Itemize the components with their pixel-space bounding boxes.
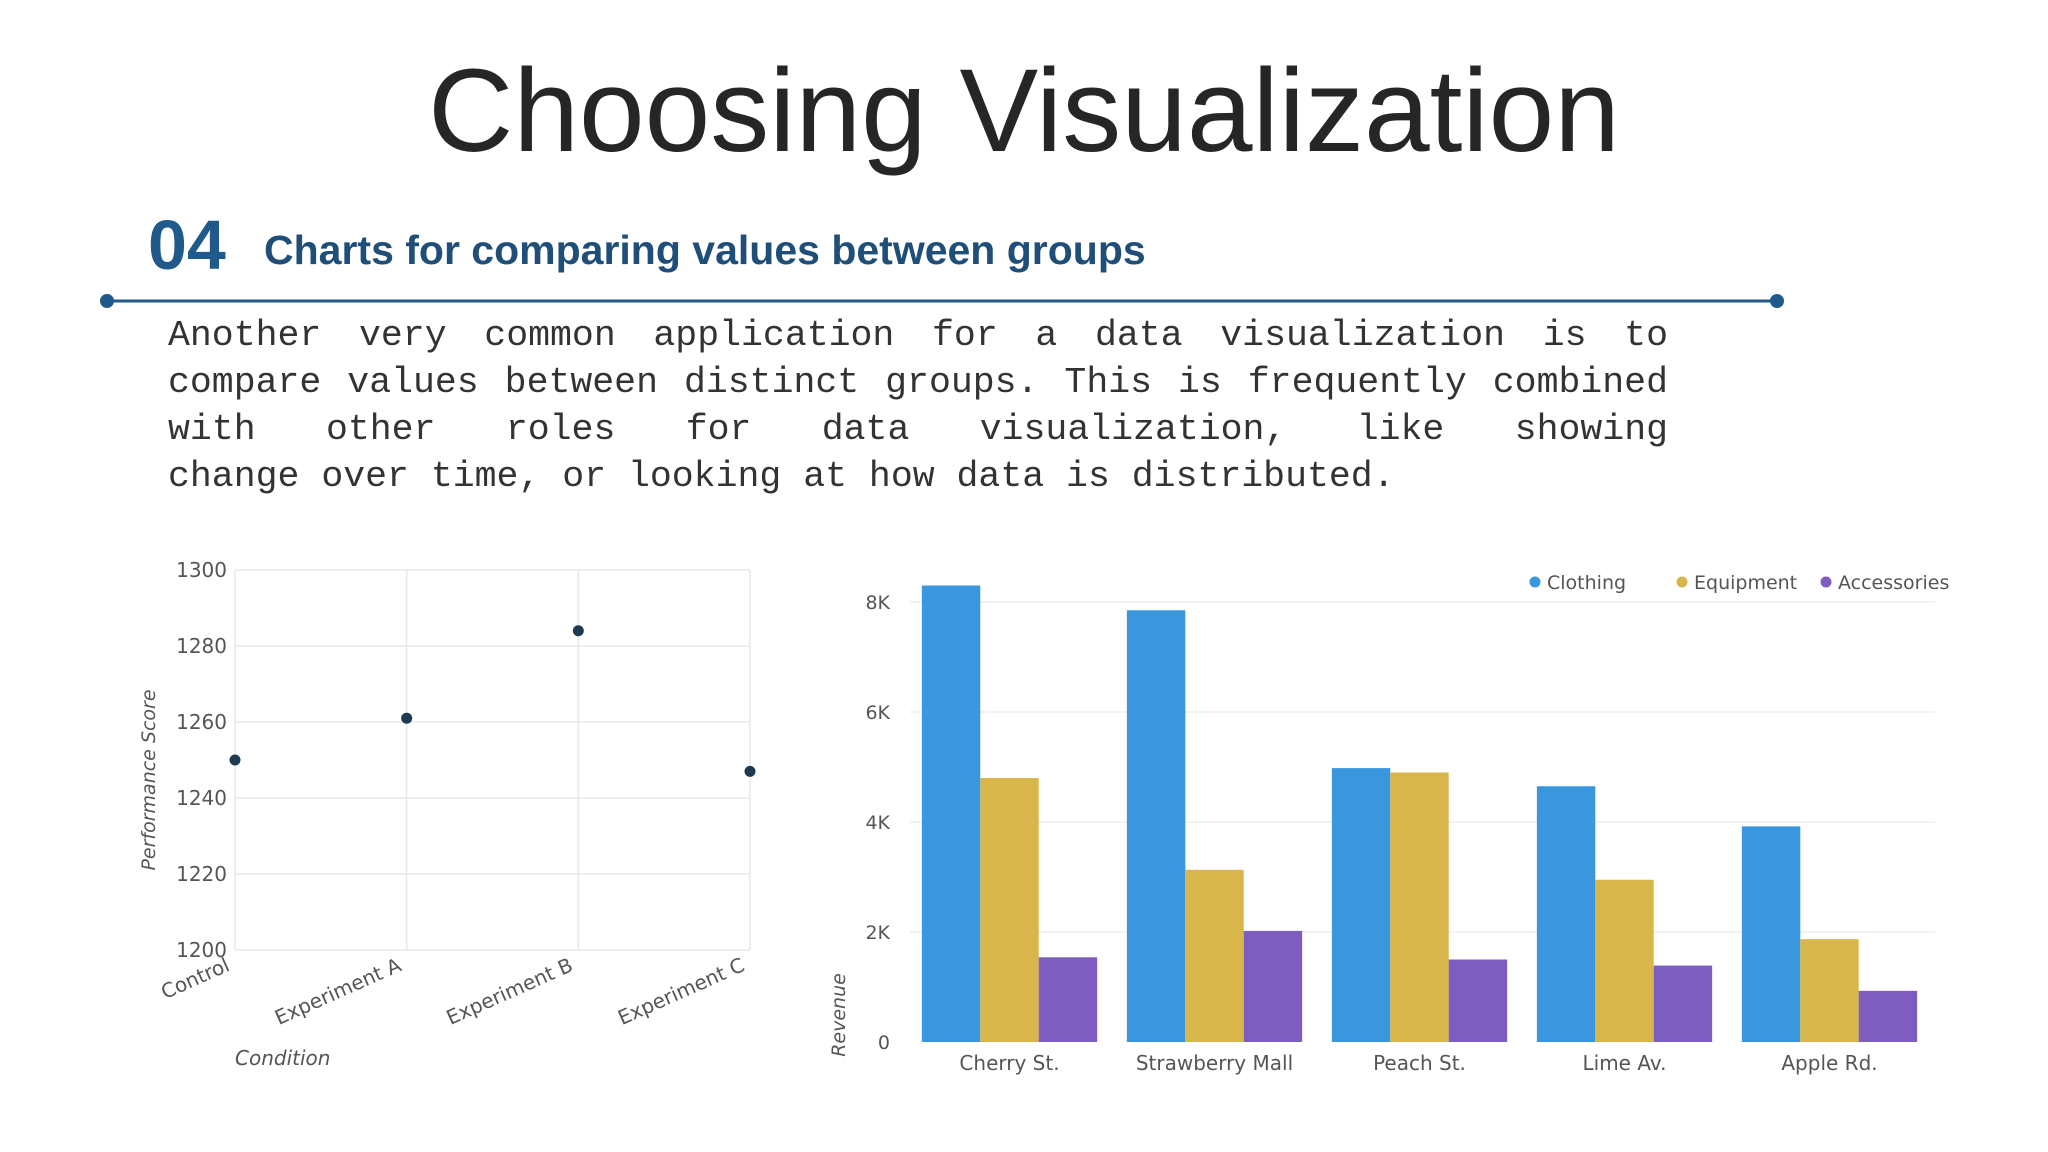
y-tick-label: 6K — [865, 702, 890, 724]
x-tick-label: Apple Rd. — [1781, 1051, 1877, 1075]
y-axis-title: Revenue — [828, 973, 850, 1057]
x-tick-label: Experiment C — [614, 953, 748, 1030]
legend-label: Equipment — [1694, 572, 1797, 594]
section-divider — [100, 294, 1784, 308]
bar-chart: 8K 6K 4K 2K 0 Cherry St. Strawberry Mall Peach … — [828, 572, 1949, 1075]
bar-equipment — [1390, 772, 1449, 1042]
y-tick-label: 0 — [878, 1032, 890, 1054]
section-number: 04 — [148, 206, 226, 284]
x-tick-label: Experiment B — [443, 953, 577, 1030]
bar-equipment — [1595, 879, 1654, 1042]
x-axis-title: Condition — [235, 1046, 330, 1070]
section-title: Charts for comparing values between grou… — [264, 227, 1146, 273]
bar-accessories — [1448, 959, 1508, 1042]
bar-clothing — [1536, 786, 1596, 1042]
data-point — [229, 754, 241, 766]
x-tick-label: Cherry St. — [959, 1051, 1059, 1075]
y-tick-label: 8K — [865, 592, 890, 614]
y-tick-label: 1260 — [176, 710, 227, 734]
legend-label: Clothing — [1547, 572, 1626, 594]
bar-clothing — [1331, 768, 1391, 1042]
data-point — [572, 625, 584, 637]
data-point — [744, 765, 756, 777]
x-tick-label: Strawberry Mall — [1136, 1051, 1293, 1075]
bar-equipment — [980, 778, 1039, 1042]
bar-accessories — [1653, 965, 1713, 1042]
y-tick-label: 1200 — [176, 938, 227, 962]
y-tick-label: 1280 — [176, 634, 227, 658]
y-tick-label: 1220 — [176, 862, 227, 886]
bar-clothing — [1126, 610, 1186, 1042]
body-paragraph: Another very common application for a da… — [168, 315, 1668, 497]
legend-marker — [1676, 576, 1688, 588]
x-tick-label: Lime Av. — [1583, 1051, 1667, 1075]
x-tick-label: Peach St. — [1373, 1051, 1466, 1075]
y-tick-label: 4K — [865, 812, 890, 834]
slide-title: Choosing Visualization — [428, 45, 1620, 177]
legend-label: Accessories — [1838, 572, 1949, 594]
bar-clothing — [921, 585, 981, 1042]
x-tick-label: Experiment A — [271, 953, 405, 1030]
bar-accessories — [1243, 930, 1303, 1042]
data-point — [401, 712, 413, 724]
bar-equipment — [1185, 869, 1244, 1042]
bar-accessories — [1038, 957, 1098, 1042]
bar-clothing — [1741, 826, 1801, 1042]
y-axis-title: Performance Score — [138, 689, 160, 870]
y-tick-label: 1300 — [176, 558, 227, 582]
bar-equipment — [1800, 939, 1859, 1042]
legend-marker — [1529, 576, 1541, 588]
y-tick-label: 1240 — [176, 786, 227, 810]
legend-marker — [1820, 576, 1832, 588]
bar-accessories — [1858, 990, 1918, 1042]
y-tick-label: 2K — [865, 922, 890, 944]
